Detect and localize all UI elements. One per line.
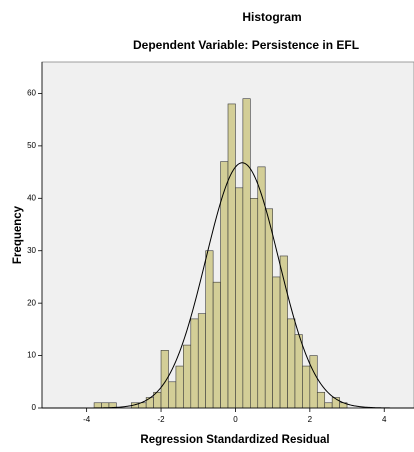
- bar: [235, 187, 244, 409]
- bar: [93, 402, 102, 409]
- bar: [227, 103, 236, 409]
- x-tick-label: 2: [308, 415, 313, 424]
- y-axis-label: Frequency: [12, 205, 24, 264]
- bar: [190, 318, 199, 409]
- bar: [168, 381, 177, 409]
- x-tick-label: 4: [382, 415, 387, 424]
- bar: [101, 402, 110, 409]
- x-tick-label: -4: [83, 415, 91, 424]
- x-tick-label: -2: [157, 415, 165, 424]
- y-tick-label: 30: [27, 246, 36, 255]
- y-tick-label: 40: [27, 193, 36, 202]
- x-axis-label: Regression Standardized Residual: [140, 434, 329, 446]
- y-tick-label: 60: [27, 89, 36, 98]
- y-tick-label: 0: [32, 403, 37, 412]
- y-tick-label: 50: [27, 141, 36, 150]
- bar: [272, 276, 281, 409]
- bar: [250, 198, 259, 409]
- y-tick-label: 20: [27, 298, 36, 307]
- bar: [309, 355, 318, 409]
- bar: [287, 318, 296, 409]
- bar: [145, 397, 154, 409]
- chart-subtitle: Dependent Variable: Persistence in EFL: [133, 38, 359, 52]
- y-tick-label: 10: [27, 351, 36, 360]
- chart-title: Histogram: [242, 10, 301, 24]
- bar: [294, 334, 303, 409]
- x-tick-label: 0: [233, 415, 238, 424]
- bar: [197, 313, 206, 409]
- bar: [302, 365, 311, 409]
- bar: [316, 391, 326, 409]
- bar: [160, 350, 169, 409]
- bar: [324, 402, 333, 409]
- bar: [212, 281, 221, 409]
- bar: [242, 98, 251, 409]
- bar: [183, 344, 192, 409]
- bar: [175, 365, 184, 409]
- bar: [264, 208, 273, 409]
- bar: [205, 250, 214, 409]
